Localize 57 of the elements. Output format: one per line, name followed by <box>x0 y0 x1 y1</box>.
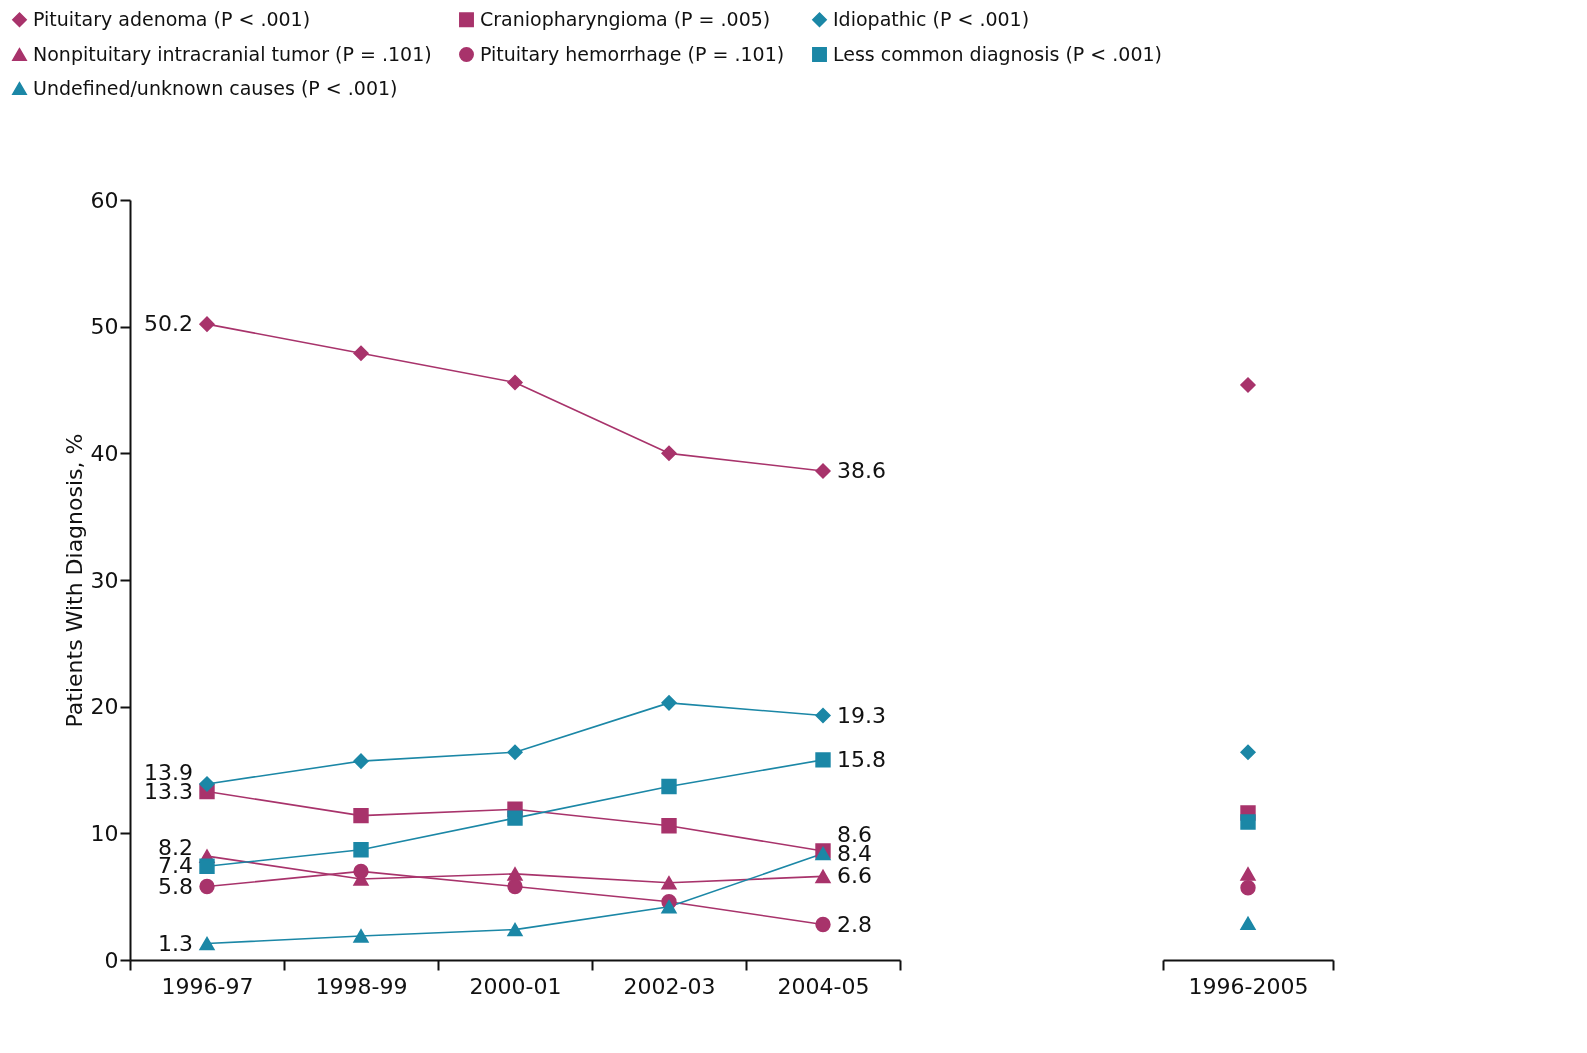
point <box>199 936 215 951</box>
point <box>353 929 369 943</box>
legend-label: Pituitary hemorrhage (P = .101) <box>480 42 785 65</box>
point <box>661 778 677 795</box>
point <box>353 863 369 880</box>
point <box>353 753 369 769</box>
point <box>507 744 523 760</box>
point <box>353 842 369 858</box>
data-label: 19.3 <box>837 702 886 728</box>
point <box>661 875 677 890</box>
legend-label: Nonpituitary intracranial tumor (P = .101) <box>33 42 432 65</box>
y-tick-label: 40 <box>90 440 119 466</box>
legend-label: Undefined/unknown causes (P < .001) <box>33 76 398 99</box>
point <box>661 695 677 711</box>
point <box>507 922 523 937</box>
y-tick-label: 10 <box>90 820 119 846</box>
legend-label: Craniopharyngioma (P = .005) <box>480 7 771 30</box>
x-tick-label: 2000-01 <box>469 973 562 999</box>
point <box>661 900 677 914</box>
data-label: 6.6 <box>837 863 872 889</box>
point <box>353 807 369 824</box>
point <box>815 463 831 479</box>
point <box>661 445 677 462</box>
point <box>815 916 831 933</box>
data-label: 38.6 <box>837 458 886 484</box>
x-tick-label: 1996-2005 <box>1188 973 1309 999</box>
y-tick-label: 20 <box>90 694 119 720</box>
y-axis-title: Patients With Diagnosis, % <box>61 433 87 728</box>
point <box>353 345 369 361</box>
data-label: 15.8 <box>837 746 886 772</box>
x-tick-label: 2004-05 <box>777 973 870 999</box>
point <box>199 776 215 792</box>
point <box>507 810 523 826</box>
y-tick-label: 50 <box>90 314 119 340</box>
point <box>815 869 831 884</box>
data-label: 50.2 <box>144 311 193 337</box>
point <box>507 867 523 881</box>
point <box>507 374 523 391</box>
point <box>199 858 215 874</box>
data-label: 1.3 <box>158 930 193 956</box>
y-tick-label: 0 <box>104 947 119 973</box>
point <box>815 752 831 768</box>
legend-label: Less common diagnosis (P < .001) <box>833 42 1162 65</box>
data-label: 5.8 <box>158 873 193 899</box>
point <box>199 878 215 895</box>
point <box>507 878 523 895</box>
y-tick-label: 60 <box>90 187 119 213</box>
point <box>199 316 215 332</box>
y-tick-label: 30 <box>90 567 119 593</box>
data-label: 2.8 <box>837 911 872 937</box>
point <box>815 707 831 724</box>
point <box>661 818 677 834</box>
x-tick-label: 1998-99 <box>315 973 408 999</box>
legend-label: Idiopathic (P < .001) <box>833 7 1030 30</box>
x-tick-label: 1996-97 <box>161 973 254 999</box>
legend-label: Pituitary adenoma (P < .001) <box>33 7 311 30</box>
x-tick-label: 2002-03 <box>623 973 716 999</box>
